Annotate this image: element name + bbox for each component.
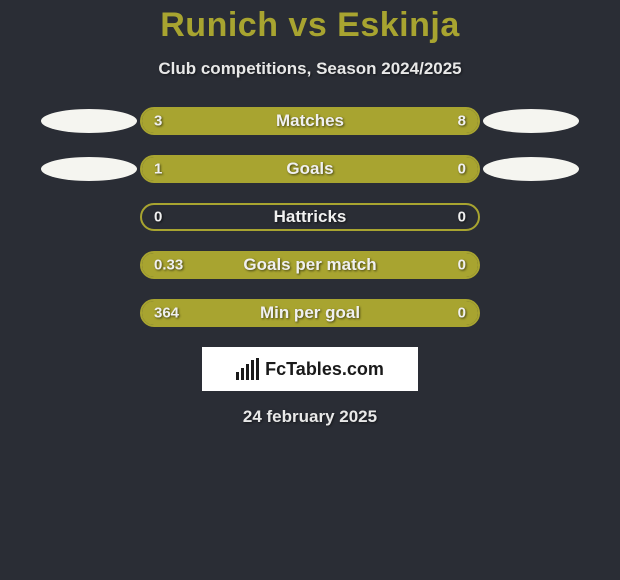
avatar-placeholder-icon — [41, 109, 137, 133]
player-left-photo — [38, 109, 140, 133]
avatar-placeholder-icon — [483, 109, 579, 133]
bar-chart-icon — [236, 358, 259, 380]
stat-row: 3640Min per goal — [0, 299, 620, 327]
brand-text: FcTables.com — [265, 359, 384, 380]
player-left-photo — [38, 157, 140, 181]
page-subtitle: Club competitions, Season 2024/2025 — [0, 59, 620, 79]
stat-row: 0.330Goals per match — [0, 251, 620, 279]
stat-label: Hattricks — [142, 207, 478, 227]
comparison-container: Runich vs Eskinja Club competitions, Sea… — [0, 0, 620, 427]
stat-bar: 38Matches — [140, 107, 480, 135]
stat-row: 10Goals — [0, 155, 620, 183]
avatar-placeholder-icon — [41, 157, 137, 181]
stat-row: 0 0Hattricks — [0, 203, 620, 231]
player-right-photo — [480, 109, 582, 133]
date-label: 24 february 2025 — [0, 407, 620, 427]
bar-fill-left — [142, 157, 411, 181]
bar-fill-left — [142, 253, 478, 277]
stat-value-left: 0 — [154, 209, 162, 226]
brand-logo[interactable]: FcTables.com — [202, 347, 418, 391]
bar-fill-right — [411, 157, 478, 181]
stat-bar: 3640Min per goal — [140, 299, 480, 327]
avatar-placeholder-icon — [483, 157, 579, 181]
page-title: Runich vs Eskinja — [0, 6, 620, 45]
stat-row: 38Matches — [0, 107, 620, 135]
stat-bar: 0 0Hattricks — [140, 203, 480, 231]
stat-bar: 0.330Goals per match — [140, 251, 480, 279]
stat-value-right: 0 — [458, 209, 466, 226]
bar-fill-left — [142, 301, 478, 325]
player-right-photo — [480, 157, 582, 181]
stat-bar: 10Goals — [140, 155, 480, 183]
bar-fill-right — [233, 109, 478, 133]
bar-fill-left — [142, 109, 233, 133]
stats-list: 38Matches 10Goals 0 0Hattricks 0.330Goals pe… — [0, 107, 620, 327]
